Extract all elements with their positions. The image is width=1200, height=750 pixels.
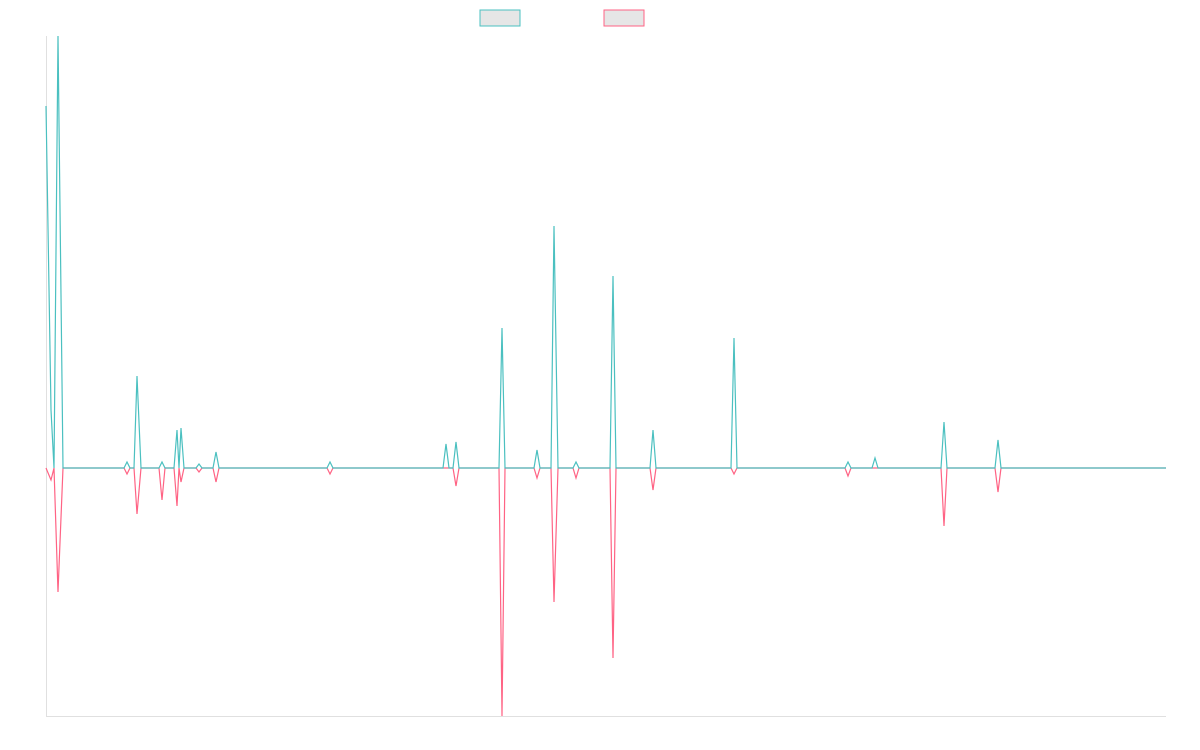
legend-swatch[interactable] [603, 9, 645, 27]
series-line [45, 467, 1166, 717]
legend-swatch[interactable] [479, 9, 521, 27]
series-line [45, 35, 1166, 469]
